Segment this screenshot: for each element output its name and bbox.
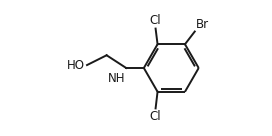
Text: HO: HO (67, 59, 85, 72)
Text: NH: NH (108, 72, 125, 85)
Text: Cl: Cl (150, 14, 161, 27)
Text: Br: Br (196, 18, 209, 31)
Text: Cl: Cl (150, 110, 161, 123)
